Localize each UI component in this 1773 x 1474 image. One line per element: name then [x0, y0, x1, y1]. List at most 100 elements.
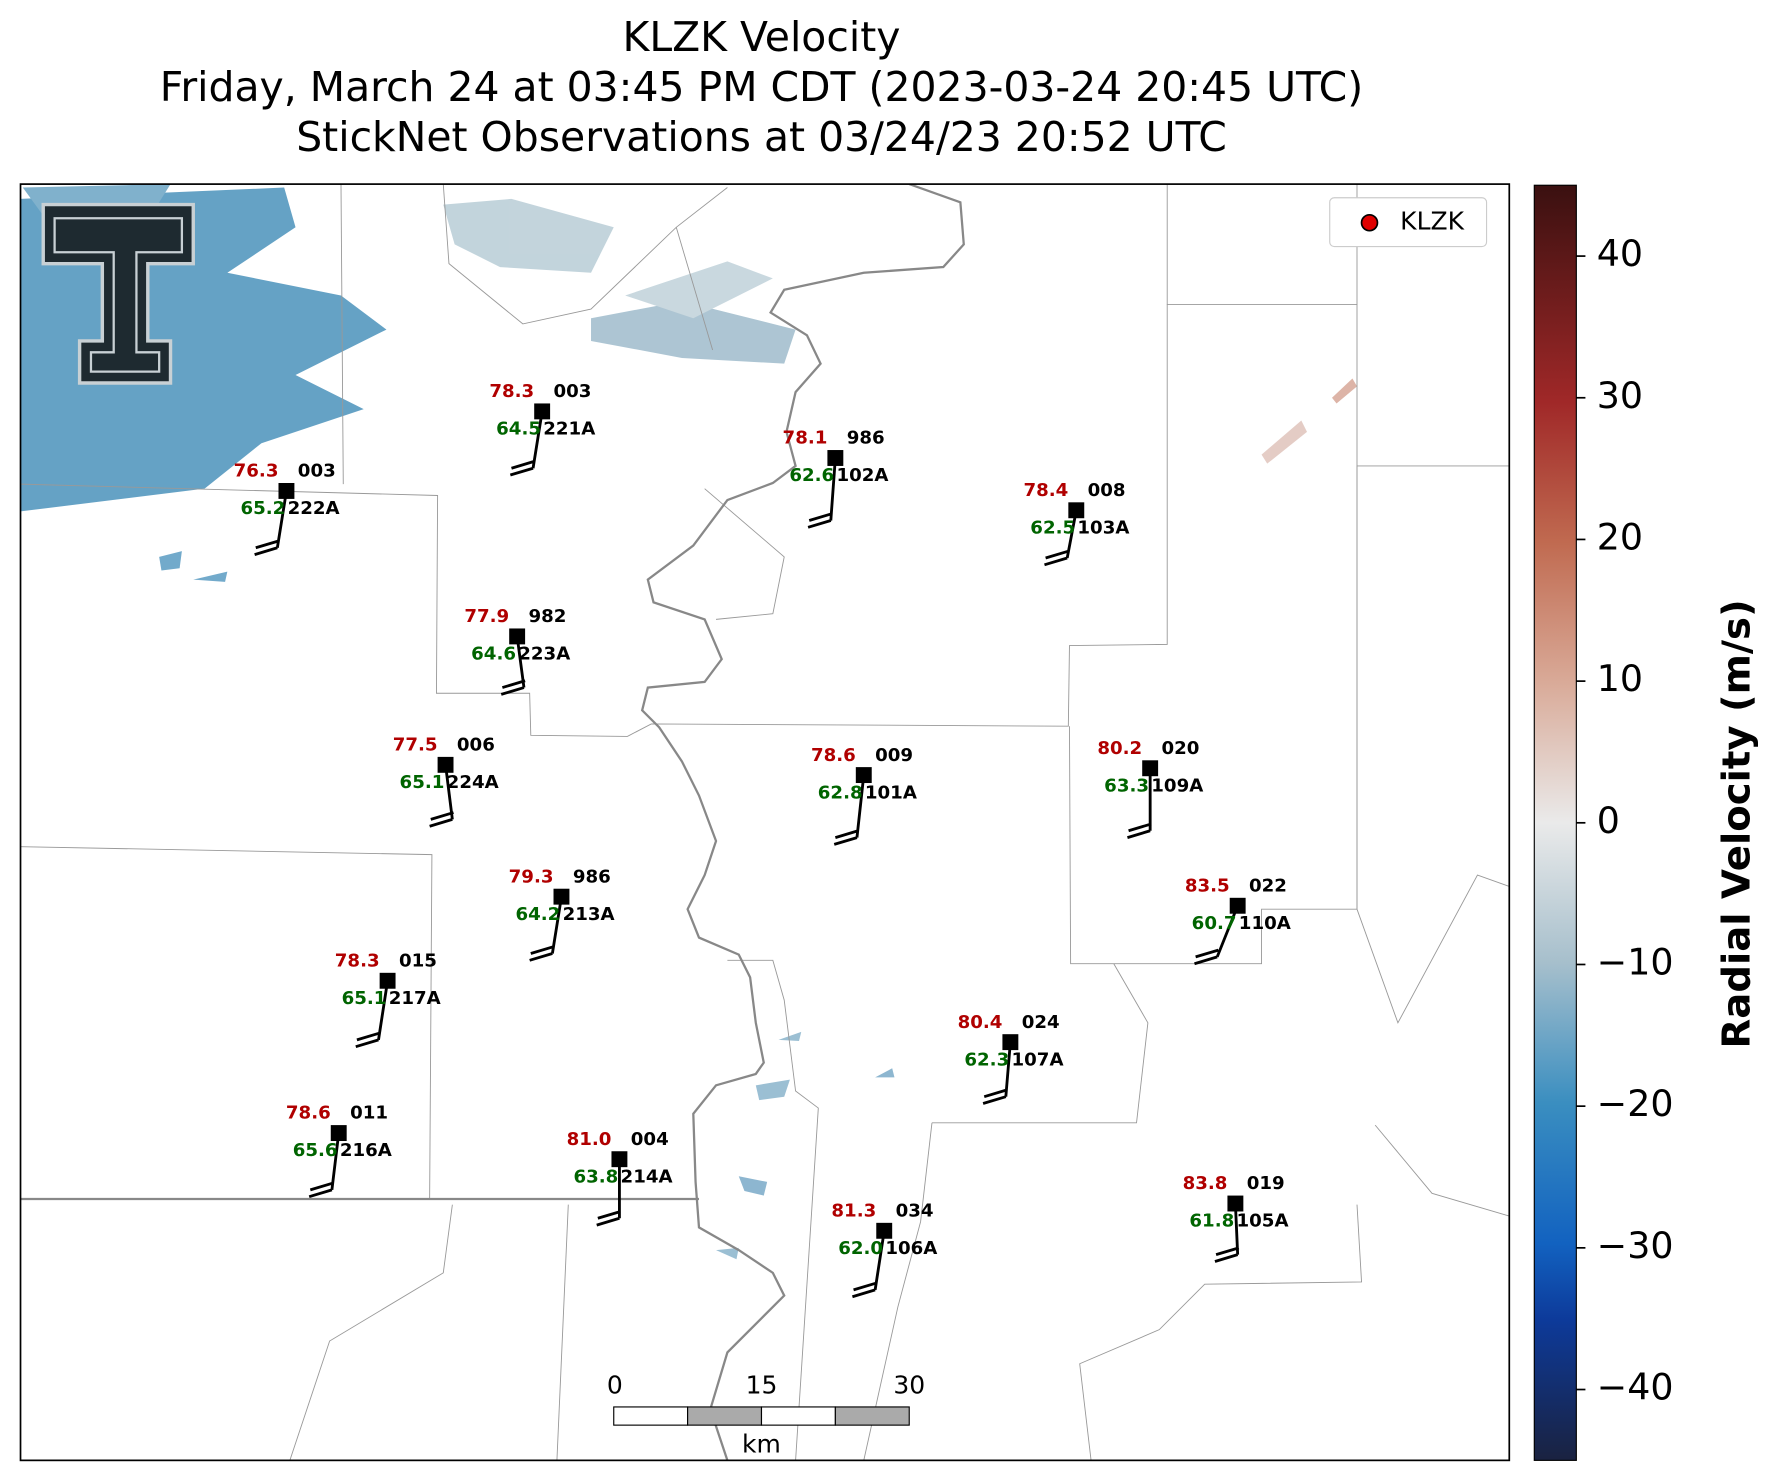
scale-tick: 30: [893, 1370, 925, 1399]
pressure: 004: [631, 1129, 669, 1150]
station-marker: [278, 482, 295, 499]
station-marker: [876, 1222, 893, 1239]
station-marker: [437, 756, 454, 773]
wind-barb: [596, 1159, 621, 1227]
temperature: 78.3: [489, 381, 534, 402]
temperature: 81.3: [831, 1200, 876, 1221]
observation-time: StickNet Observations at 03/24/23 20:52 …: [296, 113, 1227, 161]
station-marker: [330, 1125, 347, 1142]
colorbar: [1533, 184, 1577, 1461]
station-marker: [855, 767, 872, 784]
dewpoint: 62.0: [838, 1238, 883, 1259]
station-id: 213A: [563, 904, 615, 925]
subtitle: Friday, March 24 at 03:45 PM CDT (2023-0…: [160, 63, 1363, 111]
station-plots: 78.3 003 64.5 221A 76.3 003 65.2 222A 78.1 986 62.…: [234, 381, 1291, 1299]
colorbar-tick-label: −40: [1597, 1366, 1674, 1409]
dewpoint: 65.2: [240, 498, 285, 519]
pressure: 015: [399, 950, 437, 971]
scale-bar: 0 15 30 km: [607, 1370, 925, 1458]
station-marker: [1227, 1195, 1244, 1212]
colorbar-tick-label: 20: [1597, 515, 1643, 558]
station-marker: [509, 628, 526, 645]
temperature: 83.5: [1185, 875, 1230, 896]
station-marker: [1142, 760, 1159, 777]
station-marker: [379, 972, 396, 989]
pressure: 011: [350, 1103, 388, 1124]
wind-barb: [982, 1042, 1012, 1105]
temperature: 78.3: [335, 950, 380, 971]
wind-barb: [355, 980, 389, 1049]
station-id: 217A: [389, 988, 441, 1009]
colorbar-tick-label: 10: [1597, 657, 1643, 700]
wind-barb: [1214, 1203, 1240, 1263]
wind-barb: [529, 896, 563, 962]
pressure: 009: [875, 745, 913, 766]
dewpoint: 61.8: [1189, 1211, 1234, 1232]
temperature: 79.3: [509, 866, 554, 887]
station-id: 102A: [836, 465, 888, 486]
radar-echoes: [20, 184, 1357, 1260]
pressure: 003: [298, 461, 336, 482]
scale-unit: km: [742, 1430, 781, 1459]
wind-barb: [308, 1132, 341, 1199]
station-id: 109A: [1151, 775, 1203, 796]
wind-barb: [807, 457, 837, 529]
dewpoint: 62.6: [789, 465, 834, 486]
wind-barb: [500, 636, 526, 696]
station-id: 101A: [865, 782, 917, 803]
pressure: 019: [1247, 1173, 1285, 1194]
dewpoint: 64.6: [471, 644, 516, 665]
pressure: 982: [529, 606, 567, 627]
colorbar-label: Radial Velocity (m/s): [1714, 599, 1759, 1048]
dewpoint: 65.6: [293, 1140, 338, 1161]
station-marker: [611, 1151, 628, 1168]
pressure: 034: [896, 1200, 934, 1221]
station-id: 110A: [1239, 913, 1291, 934]
legend-label: KLZK: [1400, 207, 1464, 236]
colorbar-tick-label: 30: [1597, 374, 1643, 417]
station-marker: [1002, 1034, 1019, 1051]
wind-barb: [1194, 905, 1239, 966]
station-marker: [553, 888, 570, 905]
wind-barb: [833, 774, 866, 846]
dewpoint: 60.7: [1192, 913, 1237, 934]
pressure: 986: [573, 866, 611, 887]
wind-barb: [851, 1230, 886, 1299]
station-id: 107A: [1012, 1049, 1064, 1070]
dewpoint: 64.5: [496, 419, 541, 440]
temperature: 77.9: [464, 606, 509, 627]
pressure: 008: [1088, 480, 1126, 501]
dewpoint: 62.5: [1030, 517, 1075, 538]
station-id: 223A: [518, 644, 570, 665]
station-id: 105A: [1237, 1211, 1289, 1232]
legend-marker: [1360, 213, 1379, 232]
colorbar-tick-label: −10: [1597, 940, 1674, 983]
station-id: 103A: [1077, 517, 1129, 538]
wind-barb: [509, 411, 544, 477]
station-id: 221A: [543, 419, 595, 440]
temperature: 78.6: [286, 1103, 331, 1124]
county-lines: [20, 184, 1510, 1461]
wind-barb: [429, 764, 454, 828]
legend: KLZK: [1329, 197, 1488, 248]
station-marker: [827, 450, 844, 466]
temperature: 78.6: [811, 745, 856, 766]
station-marker: [1229, 897, 1246, 914]
station-id: 106A: [885, 1238, 937, 1259]
scale-tick: 0: [607, 1370, 623, 1399]
pressure: 020: [1162, 738, 1200, 759]
dewpoint: 64.2: [515, 904, 560, 925]
colorbar-tick-label: 40: [1597, 232, 1643, 275]
colorbar-tick-label: 0: [1597, 799, 1620, 842]
station-marker: [534, 403, 551, 420]
temperature: 77.5: [393, 735, 438, 756]
map-frame: [19, 183, 1511, 1462]
temperature: 78.4: [1023, 480, 1068, 501]
station-id: 222A: [288, 498, 340, 519]
wind-barb: [1127, 768, 1152, 839]
colorbar-tick-label: −20: [1597, 1082, 1674, 1125]
pressure: 986: [847, 428, 885, 449]
map-area: 78.3 003 64.5 221A 76.3 003 65.2 222A 78.1 986 62.…: [20, 184, 1510, 1461]
